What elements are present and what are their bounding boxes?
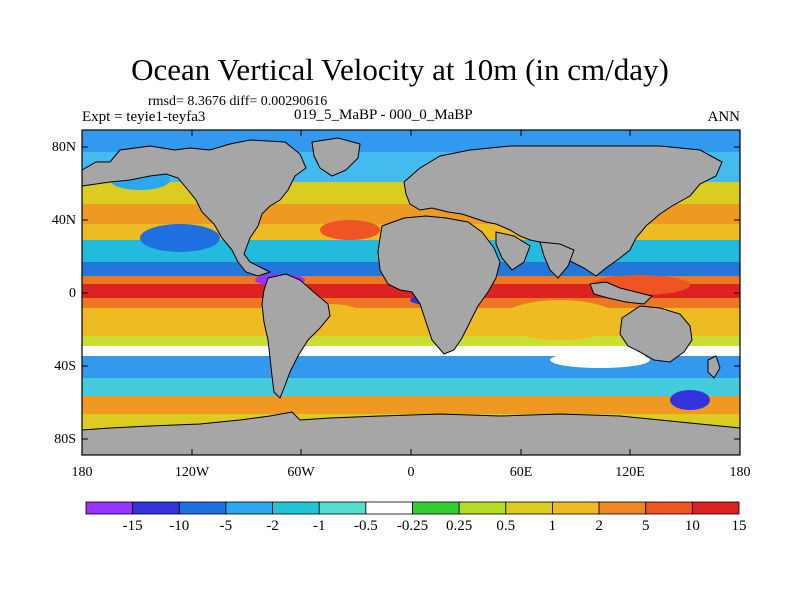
colorbar-swatch — [691, 501, 740, 515]
north-america-land — [81, 139, 307, 277]
india-land — [539, 241, 575, 279]
season-label: ANN — [707, 109, 741, 125]
rmsd-diff-stats: rmsd= 8.3676 diff= 0.00290616 — [148, 94, 328, 109]
y-tick-label-0: 0 — [69, 286, 76, 301]
case-label: 019_5_MaBP - 000_0_MaBP — [294, 107, 473, 123]
colorbar-swatch — [272, 501, 320, 515]
colorbar-label: -2 — [266, 518, 279, 534]
south-america-land — [261, 273, 331, 399]
maritime-continent-land — [589, 281, 653, 305]
axis-ticks — [81, 130, 741, 455]
colorbar-swatch — [645, 501, 693, 515]
x-tick-label-0: 0 — [407, 465, 415, 480]
colorbar-label: -0.5 — [353, 518, 378, 534]
colorbar-swatch — [85, 501, 134, 515]
colorbar-label: 15 — [731, 518, 747, 534]
y-tick-label-80n: 80N — [51, 140, 76, 155]
colorbar-swatch — [178, 501, 227, 515]
x-tick-label-120e: 120E — [615, 465, 645, 480]
colorbar-label: 5 — [641, 518, 650, 534]
y-tick-label-80s: 80S — [54, 432, 76, 447]
colorbar-label: -0.25 — [396, 518, 429, 534]
x-tick-label-180e: 180 — [729, 465, 751, 480]
colorbar-swatch — [458, 501, 507, 515]
x-tick-label-60w: 60W — [287, 465, 315, 480]
colorbar-label: -15 — [122, 518, 143, 534]
greenland-land — [311, 137, 361, 177]
colorbar-label: -5 — [219, 518, 233, 534]
colorbar-label: -1 — [312, 518, 326, 534]
y-tick-label-40n: 40N — [51, 213, 76, 228]
colorbar-label: 2 — [595, 518, 603, 534]
x-tick-label-60e: 60E — [509, 465, 533, 480]
australia-land — [619, 305, 693, 363]
colorbar-label: 10 — [684, 518, 700, 534]
colorbar — [85, 501, 740, 515]
arabian-peninsula-land — [495, 231, 531, 271]
colorbar-swatch — [225, 501, 273, 515]
colorbar-swatch — [598, 501, 647, 515]
new-zealand-land — [707, 355, 721, 379]
y-tick-label-40s: 40S — [54, 359, 76, 374]
x-tick-label-120w: 120W — [174, 465, 210, 480]
x-tick-label-180w: 180 — [71, 465, 93, 480]
colorbar-swatch — [132, 501, 180, 515]
colorbar-swatch — [505, 501, 553, 515]
experiment-label: Expt = teyie1-teyfa3 — [82, 109, 206, 125]
plot-title: Ocean Vertical Velocity at 10m (in cm/da… — [131, 52, 669, 87]
colorbar-label: 0.5 — [496, 518, 516, 534]
colorbar-label: -10 — [169, 518, 190, 534]
colorbar-swatch — [412, 501, 460, 515]
colorbar-swatch — [365, 501, 413, 515]
colorbar-swatch — [552, 501, 600, 515]
colorbar-label: 1 — [548, 518, 557, 534]
africa-land — [377, 215, 501, 355]
eurasia-land — [403, 145, 723, 277]
colorbar-swatch — [318, 501, 367, 515]
colorbar-label: 0.25 — [446, 518, 473, 534]
antarctica-land — [81, 411, 741, 456]
land-masks — [81, 137, 741, 456]
